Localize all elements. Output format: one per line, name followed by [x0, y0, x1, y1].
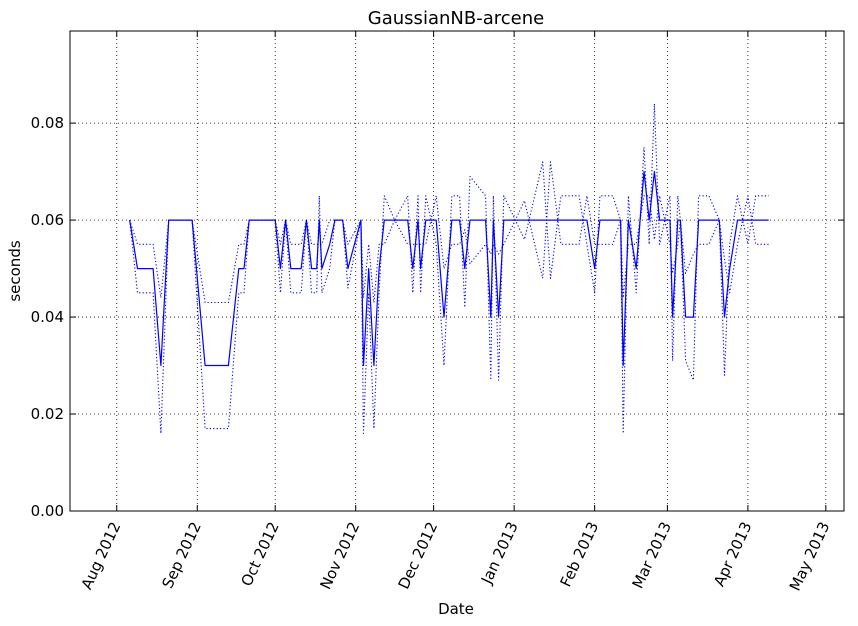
- y-tick-label: 0.02: [31, 405, 64, 423]
- y-tick-label: 0.04: [31, 308, 64, 326]
- grid-lines: [70, 31, 844, 512]
- x-tick-label: Mar 2013: [629, 519, 675, 591]
- x-tick-label: Feb 2013: [557, 519, 603, 590]
- x-axis-label: Date: [438, 600, 474, 618]
- x-tick-label: May 2013: [786, 519, 834, 594]
- x-axis: Aug 2012 Sep 2012 Oct 2012 Nov 2012 Dec 2012…: [78, 31, 834, 594]
- y-axis-label: seconds: [6, 240, 24, 301]
- x-tick-label: Aug 2012: [78, 519, 125, 592]
- x-tick-label: Oct 2012: [237, 519, 282, 589]
- y-axis: 0.00 0.02 0.04 0.06 0.08: [31, 114, 844, 520]
- y-tick-label: 0.00: [31, 502, 64, 520]
- x-tick-label: Dec 2012: [395, 519, 442, 592]
- y-tick-label: 0.08: [31, 114, 64, 132]
- x-tick-label: Apr 2013: [710, 519, 755, 589]
- series-line-2: [129, 103, 769, 434]
- x-tick-label: Jan 2013: [477, 519, 522, 587]
- series-line-1: [129, 171, 769, 367]
- y-tick-label: 0.06: [31, 211, 64, 229]
- x-tick-label: Nov 2012: [316, 519, 363, 592]
- x-tick-label: Sep 2012: [158, 519, 204, 591]
- chart-title: GaussianNB-arcene: [368, 8, 544, 29]
- plot-frame: [69, 30, 845, 512]
- series-line-3: [129, 161, 769, 304]
- series-group: [129, 103, 769, 434]
